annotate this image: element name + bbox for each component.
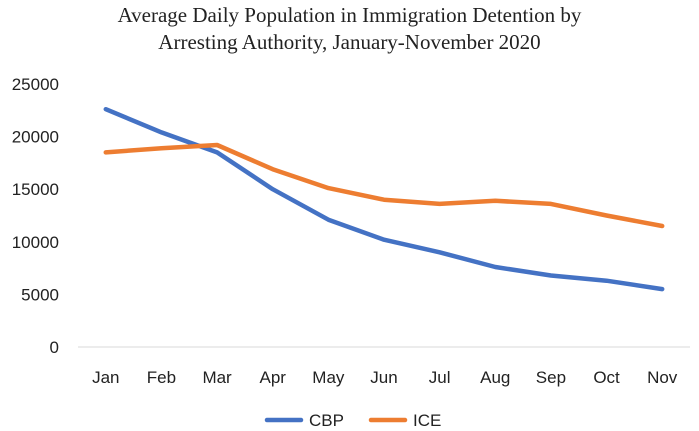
x-tick-label: Jan xyxy=(92,368,119,387)
x-tick-label: Feb xyxy=(147,368,176,387)
y-tick-label: 25000 xyxy=(12,75,59,94)
series-layer xyxy=(103,106,665,292)
chart-title: Average Daily Population in Immigration … xyxy=(118,3,582,54)
chart-title-line-1: Average Daily Population in Immigration … xyxy=(118,3,582,27)
x-tick-label: Aug xyxy=(480,368,510,387)
y-tick-label: 5000 xyxy=(21,285,59,304)
y-tick-label: 20000 xyxy=(12,128,59,147)
legend-label-ice: ICE xyxy=(413,411,441,430)
y-axis: 0 5000 10000 15000 20000 25000 xyxy=(12,75,59,357)
legend-label-cbp: CBP xyxy=(309,411,344,430)
x-tick-label: Mar xyxy=(202,368,232,387)
x-tick-label: Oct xyxy=(593,368,620,387)
x-tick-label: Sep xyxy=(536,368,566,387)
legend: CBP ICE xyxy=(264,411,441,430)
x-tick-label: Nov xyxy=(647,368,678,387)
x-axis: Jan Feb Mar Apr May Jun Jul Aug Sep Oct Nov xyxy=(78,346,690,387)
y-tick-label: 10000 xyxy=(12,233,59,252)
x-tick-label: Jul xyxy=(429,368,451,387)
y-tick-label: 0 xyxy=(50,338,59,357)
series-line-ice xyxy=(103,142,665,229)
x-tick-label: May xyxy=(312,368,345,387)
x-tick-label: Jun xyxy=(370,368,397,387)
x-tick-label: Apr xyxy=(259,368,286,387)
chart-title-line-2: Arresting Authority, January-November 20… xyxy=(158,30,540,54)
y-tick-label: 15000 xyxy=(12,180,59,199)
